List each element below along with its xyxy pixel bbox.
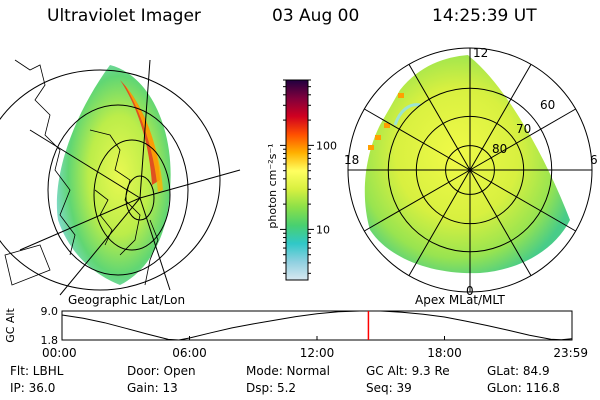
mlt-meridian [469,169,576,232]
mlt-label: 0 [466,284,474,295]
latitude-label: 80 [492,142,507,156]
mlt-meridian [364,108,471,171]
mlt-meridian [364,169,471,232]
mlt-label: 12 [473,46,488,60]
mode-info: Mode: Normal [246,364,330,378]
ip-info: IP: 36.0 [10,381,56,395]
altitude-plot-frame [61,310,573,341]
mlt-label: 6 [590,153,598,167]
mlt-meridian [408,64,471,171]
geographic-grid [0,59,241,296]
glon-info: GLon: 116.8 [487,381,560,395]
gc-alt-info: GC Alt: 9.3 Re [366,364,450,378]
aurora-arc-glow [125,85,163,192]
apex-label: Apex MLat/MLT [415,293,505,307]
aurora-bright-arc [120,80,160,185]
mlt-meridian [469,169,532,276]
aurora-filament [393,103,421,126]
geographic-image [0,59,241,296]
mlt-meridian [469,64,532,171]
bright-pixel [384,123,390,128]
x-tick-label: 12:00 [300,346,335,360]
y-tick-label: 9.0 [41,305,59,318]
latitude-label: 70 [516,122,531,136]
x-tick-label: 23:59 [553,346,588,360]
colorbar: 100 10 photon cm⁻²s⁻¹ [266,79,337,281]
geographic-label: Geographic Lat/Lon [68,293,186,307]
door-info: Door: Open [127,364,196,378]
x-tick-label: 06:00 [172,346,207,360]
colorbar-ramp [285,79,309,281]
mlt-label: 18 [344,153,359,167]
latitude-label: 60 [540,98,555,112]
aurora-emission-polar [364,55,570,274]
instrument-title: Ultraviolet Imager [47,6,201,26]
coastline-outlines [4,59,159,286]
altitude-plot: GC Alt 9.0 1.800:00 06:00 12:00 18:00 23:59 [4,305,588,360]
altitude-series-line [61,310,572,341]
filter-info: Flt: LBHL [10,364,64,378]
altitude-axis-label: GC Alt [4,308,17,343]
time-label: 14:25:39 UT [432,6,537,26]
glat-info: GLat: 84.9 [487,364,550,378]
dsp-info: Dsp: 5.2 [246,381,297,395]
gain-info: Gain: 13 [127,381,178,395]
y-tick-label: 1.8 [41,334,59,347]
colorbar-tick-label: 10 [316,223,330,236]
seq-info: Seq: 39 [366,381,412,395]
bright-pixel [398,93,404,98]
x-tick-label: 00:00 [42,346,77,360]
mlt-meridian [408,169,471,276]
x-tick-label: 18:00 [427,346,462,360]
bright-pixel [368,145,374,150]
date-label: 03 Aug 00 [272,6,360,26]
mlt-meridian [469,108,576,171]
bright-pixel [375,135,381,140]
colorbar-tick-label: 100 [316,139,337,152]
colorbar-axis-label: photon cm⁻²s⁻¹ [266,143,279,228]
